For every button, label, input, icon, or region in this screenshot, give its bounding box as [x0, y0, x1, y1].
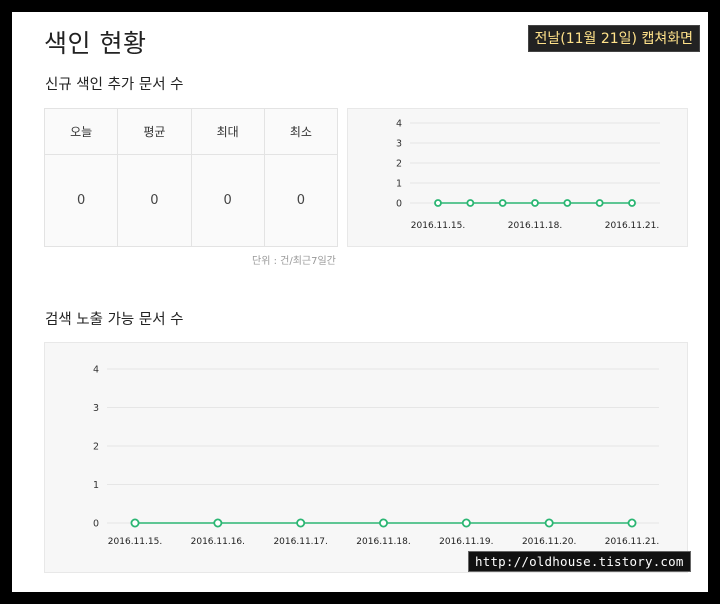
y-tick-label: 4 — [93, 365, 99, 376]
data-point[interactable] — [531, 199, 539, 207]
data-point[interactable] — [595, 199, 604, 207]
x-tick-label: 2016.11.17. — [273, 537, 327, 547]
data-point[interactable] — [213, 518, 223, 528]
y-tick-label: 1 — [396, 179, 402, 190]
y-tick-label: 2 — [396, 159, 402, 170]
unit-note: 단위 : 건/최근7일간 — [252, 256, 336, 267]
new-indexed-line-chart: 0 1 2 3 4 2016.11.15. 2016.11.18. 2016.11.21. — [347, 108, 688, 247]
stats-header-min: 최소 — [263, 108, 339, 155]
data-point[interactable] — [296, 518, 306, 528]
x-tick-label: 2016.11.20. — [522, 537, 576, 547]
y-tick-label: 0 — [93, 519, 99, 530]
searchable-docs-line-chart: 0 1 2 3 4 2016.11.15. 2016.11.16. 2016.11.17. 20… — [44, 342, 688, 573]
capture-date-badge: 전날(11월 21일) 캡쳐화면 — [527, 25, 700, 52]
stats-header-today: 오늘 — [43, 108, 119, 155]
searchable-docs-title: 검색 노출 가능 문서 수 — [45, 312, 184, 328]
data-point[interactable] — [461, 518, 471, 528]
x-tick-label: 2016.11.18. — [508, 221, 562, 231]
new-indexed-stats-table: 오늘 평균 최대 최소 0 0 0 0 — [43, 108, 339, 247]
stats-value-average: 0 — [117, 154, 192, 247]
stats-value-max: 0 — [190, 154, 265, 247]
x-tick-label: 2016.11.16. — [191, 537, 245, 547]
y-tick-label: 3 — [396, 139, 402, 150]
data-point[interactable] — [434, 199, 442, 207]
y-tick-label: 0 — [396, 199, 402, 210]
x-tick-label: 2016.11.15. — [108, 537, 162, 547]
data-point[interactable] — [378, 518, 388, 528]
data-point[interactable] — [628, 199, 636, 207]
y-tick-label: 2 — [93, 442, 99, 453]
x-tick-label: 2016.11.15. — [411, 221, 465, 231]
y-tick-label: 3 — [93, 403, 99, 414]
stats-header-max: 최대 — [190, 108, 265, 155]
searchable-docs-chart-svg: 0 1 2 3 4 2016.11.15. 2016.11.16. 2016.11.17. 20… — [93, 365, 659, 548]
y-tick-label: 1 — [93, 480, 99, 491]
data-point[interactable] — [627, 518, 637, 528]
data-point[interactable] — [498, 199, 507, 207]
x-tick-label: 2016.11.19. — [439, 537, 493, 547]
stats-value-today: 0 — [43, 154, 119, 247]
data-point[interactable] — [130, 518, 140, 528]
new-indexed-docs-title: 신규 색인 추가 문서 수 — [45, 77, 184, 93]
data-point[interactable] — [563, 199, 572, 207]
x-tick-label: 2016.11.21. — [605, 537, 659, 547]
new-indexed-chart-svg: 0 1 2 3 4 2016.11.15. 2016.11.18. 2016.11.21. — [396, 119, 660, 231]
page-title: 색인 현황 — [44, 29, 147, 58]
x-tick-label: 2016.11.18. — [356, 537, 410, 547]
stats-value-row: 0 0 0 0 — [43, 154, 339, 247]
stats-header-row: 오늘 평균 최대 최소 — [43, 108, 339, 155]
data-point[interactable] — [466, 199, 475, 207]
y-tick-label: 4 — [396, 119, 402, 130]
data-point[interactable] — [544, 518, 554, 528]
watermark-url: http://oldhouse.tistory.com — [468, 551, 691, 572]
stats-value-min: 0 — [263, 154, 339, 247]
index-status-page: 색인 현황 전날(11월 21일) 캡쳐화면 신규 색인 추가 문서 수 오늘 … — [12, 12, 708, 592]
x-tick-label: 2016.11.21. — [605, 221, 659, 231]
stats-header-average: 평균 — [117, 108, 192, 155]
